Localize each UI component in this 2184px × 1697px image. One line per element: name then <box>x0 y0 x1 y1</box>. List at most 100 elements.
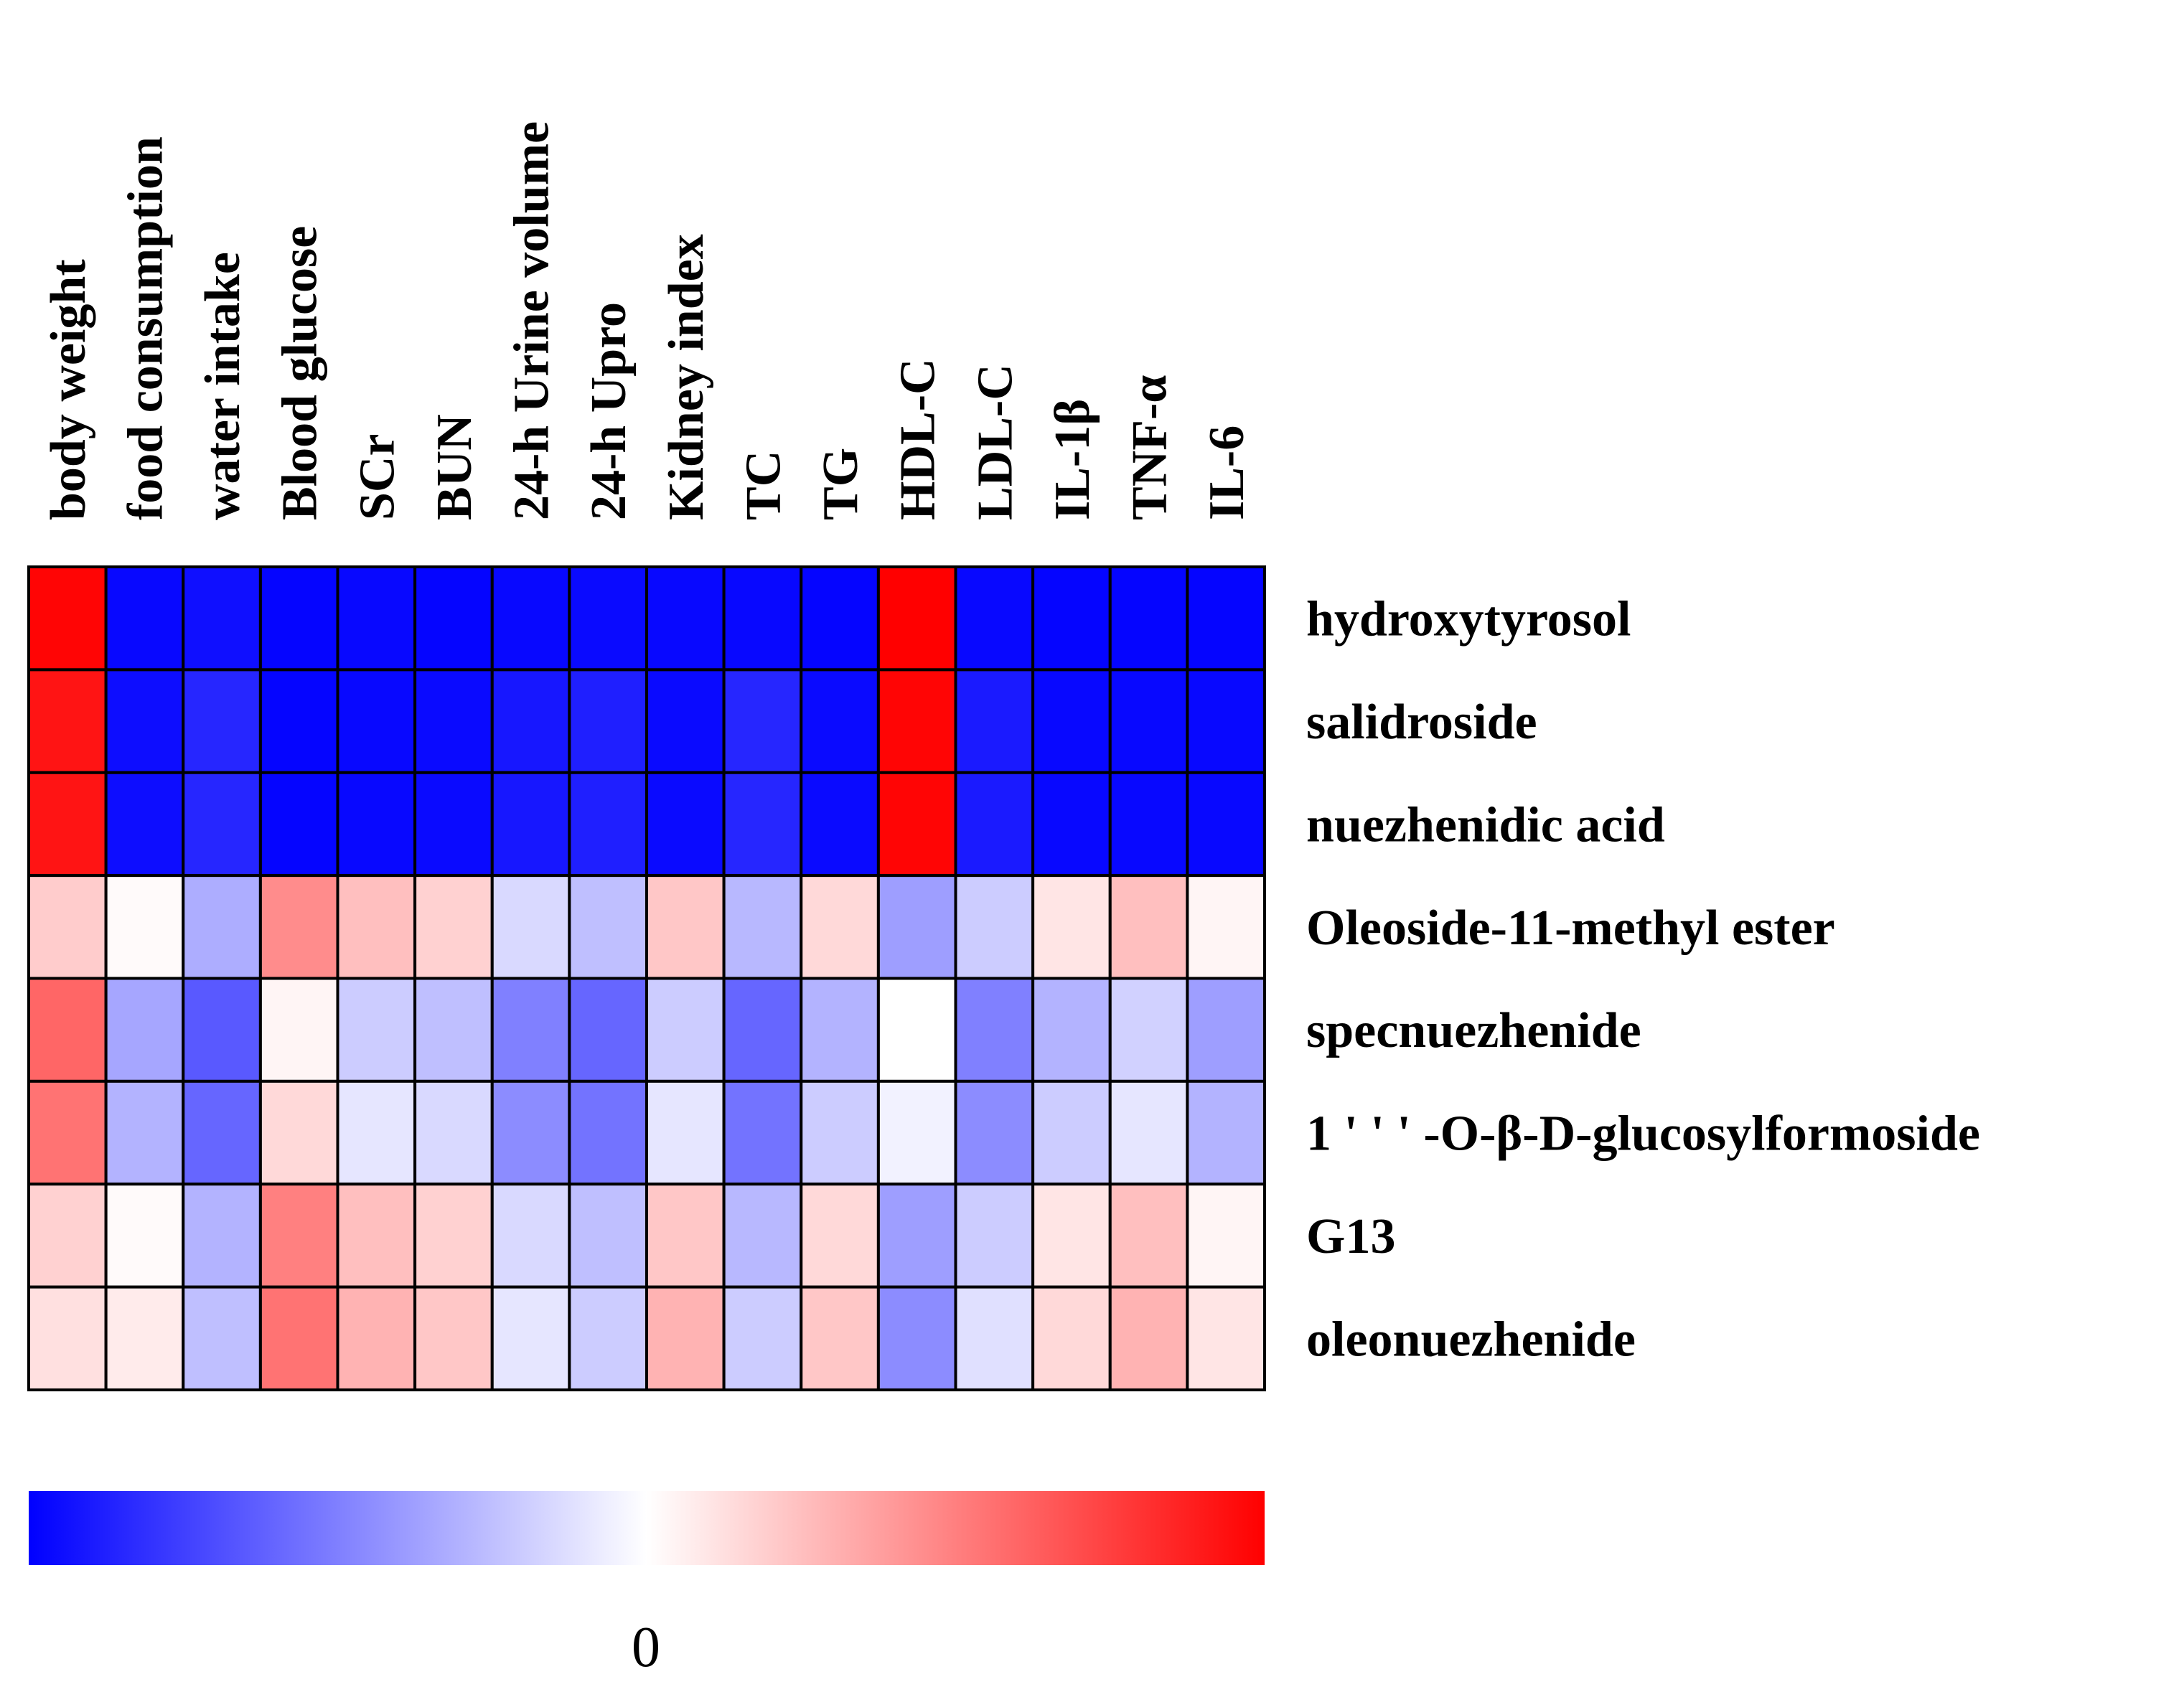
heatmap-cell <box>1186 771 1266 878</box>
heatmap-cell <box>568 565 648 672</box>
row-label: 1 ' ' ' -O-β-D-glucosylformoside <box>1306 1106 1980 1162</box>
heatmap-cell <box>182 1285 262 1391</box>
heatmap-cell <box>722 771 803 878</box>
heatmap-cell <box>182 874 262 980</box>
heatmap-cell <box>568 1285 648 1391</box>
heatmap-cell <box>27 565 108 672</box>
heatmap-cell <box>413 1285 494 1391</box>
heatmap-cell <box>104 565 185 672</box>
heatmap-cell <box>490 1183 571 1289</box>
heatmap-cell <box>954 771 1035 878</box>
heatmap-cell <box>104 1285 185 1391</box>
heatmap-cell <box>182 565 262 672</box>
heatmap-cell <box>1108 565 1189 672</box>
heatmap-cell <box>954 565 1035 672</box>
column-label: body weight <box>41 259 96 520</box>
heatmap-cell <box>27 1285 108 1391</box>
row-label: hydroxytyrosol <box>1306 592 1631 647</box>
heatmap-cell <box>258 1079 339 1186</box>
heatmap-cell <box>1186 1285 1266 1391</box>
heatmap-cell <box>876 565 957 672</box>
row-label: specnuezhenide <box>1306 1003 1641 1058</box>
color-scale-labels: 0 <box>632 1616 660 1679</box>
column-label: HDL-C <box>891 358 946 520</box>
heatmap-cell <box>876 771 957 878</box>
heatmap-cell <box>645 771 726 878</box>
heatmap-cell <box>645 1079 726 1186</box>
heatmap-cell <box>336 1079 417 1186</box>
heatmap-cell <box>1031 977 1112 1083</box>
heatmap-cell <box>722 977 803 1083</box>
heatmap-cell <box>722 1079 803 1186</box>
heatmap-cell <box>722 874 803 980</box>
heatmap-cell <box>568 1079 648 1186</box>
heatmap-cell <box>258 977 339 1083</box>
heatmap-cell <box>800 1183 880 1289</box>
heatmap-cell <box>258 668 339 774</box>
column-label: BUN <box>427 414 482 520</box>
heatmap-cell <box>800 771 880 878</box>
heatmap-cell <box>413 874 494 980</box>
heatmap-cell <box>800 874 880 980</box>
heatmap-cell <box>1031 1285 1112 1391</box>
heatmap-cell <box>490 565 571 672</box>
heatmap-cell <box>876 668 957 774</box>
column-label: Kidney index <box>659 234 714 520</box>
heatmap-cell <box>336 668 417 774</box>
color-scale-tick-label: 0 <box>632 1616 660 1679</box>
heatmap-cell <box>258 1285 339 1391</box>
heatmap-cell <box>800 668 880 774</box>
heatmap-cell <box>645 668 726 774</box>
heatmap-cell <box>1108 771 1189 878</box>
heatmap-cell <box>1031 1183 1112 1289</box>
heatmap-cell <box>490 977 571 1083</box>
heatmap-cell <box>876 1183 957 1289</box>
heatmap-cell <box>645 874 726 980</box>
heatmap-cell <box>182 977 262 1083</box>
heatmap-cell <box>258 1183 339 1289</box>
heatmap-cell <box>876 977 957 1083</box>
heatmap-cell <box>1108 874 1189 980</box>
heatmap-cell <box>800 1079 880 1186</box>
heatmap-cell <box>336 565 417 672</box>
heatmap-cell <box>490 771 571 878</box>
heatmap-cell <box>954 1183 1035 1289</box>
heatmap-cell <box>27 668 108 774</box>
heatmap-cell <box>645 1285 726 1391</box>
heatmap-cell <box>27 771 108 878</box>
heatmap-cell <box>1186 1183 1266 1289</box>
heatmap-cell <box>568 977 648 1083</box>
heatmap-cell <box>645 565 726 672</box>
heatmap-cell <box>954 977 1035 1083</box>
heatmap-cell <box>413 771 494 878</box>
heatmap-cell <box>1186 1079 1266 1186</box>
heatmap-cell <box>490 1079 571 1186</box>
column-label: TC <box>736 451 791 520</box>
heatmap-cell <box>490 668 571 774</box>
heatmap-cell <box>490 874 571 980</box>
heatmap-cell <box>1186 874 1266 980</box>
heatmap-cell <box>1031 668 1112 774</box>
heatmap-cell <box>568 771 648 878</box>
heatmap-cell <box>568 668 648 774</box>
column-label: IL-1β <box>1045 399 1100 520</box>
heatmap-cell <box>182 771 262 878</box>
heatmap-cell <box>645 1183 726 1289</box>
heatmap-cell <box>954 1285 1035 1391</box>
heatmap-cells <box>27 565 1266 1391</box>
heatmap-cell <box>722 1183 803 1289</box>
heatmap-cell <box>876 874 957 980</box>
column-label: food consumption <box>118 136 173 520</box>
heatmap-cell <box>1031 771 1112 878</box>
heatmap-cell <box>336 1285 417 1391</box>
heatmap-cell <box>258 874 339 980</box>
heatmap-cell <box>1186 565 1266 672</box>
heatmap-cell <box>1108 668 1189 774</box>
heatmap-cell <box>413 565 494 672</box>
heatmap-cell <box>182 1079 262 1186</box>
column-label: SCr <box>350 433 405 520</box>
heatmap-cell <box>104 1183 185 1289</box>
heatmap-cell <box>104 1079 185 1186</box>
heatmap-cell <box>954 668 1035 774</box>
